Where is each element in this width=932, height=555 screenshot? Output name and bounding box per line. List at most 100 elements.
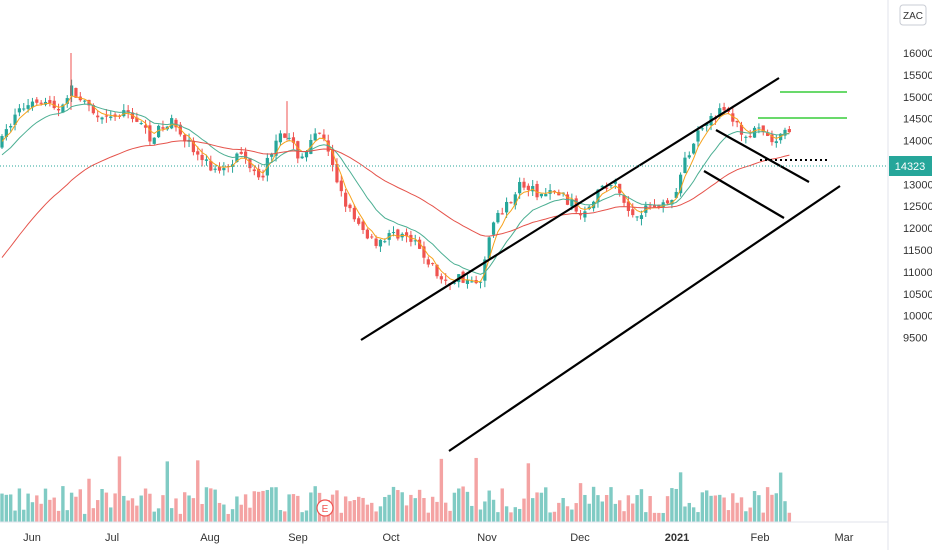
volume-bar xyxy=(452,492,457,522)
candle-body xyxy=(22,108,26,110)
candle-body xyxy=(17,108,21,113)
candle-body xyxy=(365,229,369,239)
volume-bar xyxy=(48,499,52,522)
y-tick-label: 9500 xyxy=(903,333,927,345)
candle-body xyxy=(56,108,61,111)
volume-bar xyxy=(705,490,709,522)
candle-body xyxy=(539,193,543,197)
x-tick-label: Aug xyxy=(200,532,220,544)
volume-bar xyxy=(478,509,483,522)
volume-bar xyxy=(622,511,626,522)
candle-body xyxy=(352,207,356,220)
volume-bar xyxy=(300,512,304,522)
candle-body xyxy=(766,132,770,136)
volume-bar xyxy=(78,489,82,522)
volume-bar xyxy=(548,512,552,522)
candle-body xyxy=(470,281,474,283)
volume-bar xyxy=(100,488,104,522)
volume-bar xyxy=(700,492,705,522)
y-tick-label: 15000 xyxy=(903,92,932,104)
candle-body xyxy=(600,185,604,188)
volume-bar xyxy=(239,504,243,522)
volume-bar xyxy=(343,496,348,522)
volume-bar xyxy=(4,494,9,522)
volume-bar xyxy=(109,507,113,522)
volume-bar xyxy=(748,507,752,522)
candle-body xyxy=(357,218,361,224)
candle-body xyxy=(557,192,561,196)
candle-body xyxy=(396,229,400,239)
volume-bar xyxy=(522,498,526,522)
volume-bar xyxy=(696,512,700,522)
candle-body xyxy=(235,153,239,163)
candle-body xyxy=(26,105,30,109)
volume-bar xyxy=(91,508,96,522)
candle-body xyxy=(35,99,39,103)
candle-body xyxy=(665,200,670,204)
volume-bar xyxy=(491,499,496,522)
volume-bar xyxy=(600,501,604,522)
candle-body xyxy=(770,134,774,143)
volume-bar xyxy=(400,492,404,522)
volume-bar xyxy=(739,497,744,522)
candle-body xyxy=(339,180,343,192)
volume-bar xyxy=(461,486,465,522)
candle-body xyxy=(700,128,704,130)
moving-averages xyxy=(1,95,790,283)
candle-body xyxy=(483,259,487,281)
earnings-marker[interactable]: E xyxy=(316,499,334,517)
candle-body xyxy=(313,133,317,141)
volume-bar xyxy=(313,486,317,522)
candle-body xyxy=(674,191,678,198)
volume-bar xyxy=(287,494,291,522)
candle-body xyxy=(696,130,700,142)
candle-body xyxy=(731,113,735,122)
volume-bar xyxy=(426,512,430,522)
volume-bar xyxy=(618,500,622,522)
volume-bar xyxy=(126,500,130,522)
volume-bar xyxy=(374,511,378,522)
candle-body xyxy=(109,116,113,118)
volume-bar xyxy=(256,491,261,522)
volume-bar xyxy=(770,494,774,522)
candle-body xyxy=(535,183,539,198)
candle-body xyxy=(291,137,296,143)
candle-body xyxy=(478,281,483,283)
candle-body xyxy=(244,151,248,159)
volume-bar xyxy=(226,513,230,522)
volume-bar xyxy=(526,463,531,522)
volume-bar xyxy=(352,500,357,522)
candle-body xyxy=(378,239,383,247)
symbol-label: ZAC xyxy=(903,11,923,22)
volume-bar xyxy=(200,503,204,522)
candle-body xyxy=(217,166,222,171)
volume-bar xyxy=(74,496,78,522)
candle-body xyxy=(452,282,456,284)
candle-body xyxy=(304,151,309,158)
volume-bar xyxy=(404,505,409,522)
candle-body xyxy=(296,141,300,159)
volume-bar xyxy=(35,495,39,522)
volume-bar xyxy=(161,495,165,522)
x-tick-label: Jul xyxy=(105,532,119,544)
volume-bar xyxy=(752,491,757,522)
volume-bar xyxy=(43,488,48,522)
volume-bar xyxy=(430,496,435,522)
volume-bar xyxy=(557,502,561,522)
candle-body xyxy=(605,187,609,189)
volume-bar xyxy=(13,510,17,522)
candle-body xyxy=(96,115,100,118)
candle-body xyxy=(344,192,348,207)
volume-bar xyxy=(252,491,256,522)
volume-bar xyxy=(243,494,248,522)
volume-bar xyxy=(765,487,770,522)
candle-body xyxy=(257,168,261,178)
candle-body xyxy=(152,137,156,144)
candle-body xyxy=(361,221,365,231)
candle-body xyxy=(683,157,687,173)
ema-mid-line xyxy=(1,103,790,275)
candle-body xyxy=(465,280,470,285)
